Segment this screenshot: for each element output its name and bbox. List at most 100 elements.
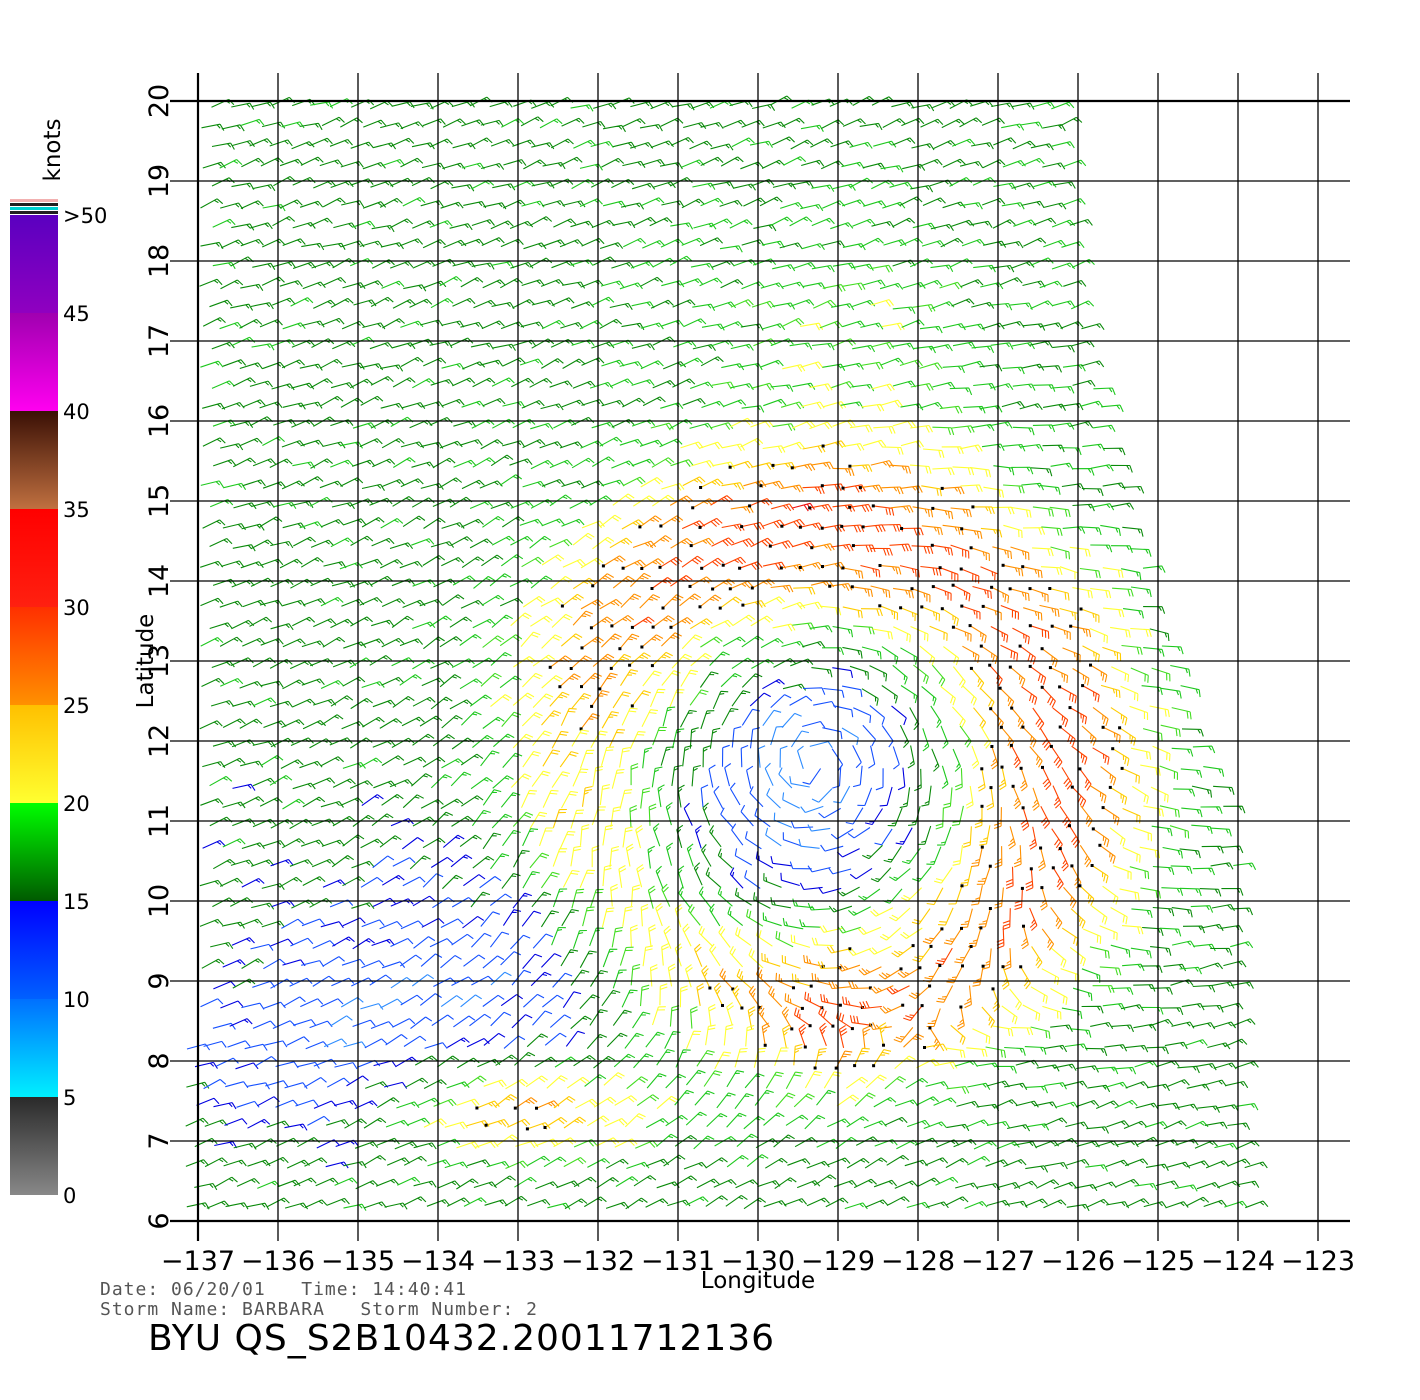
wind-barb	[602, 864, 612, 887]
wind-barb	[281, 480, 305, 490]
wind-barb	[890, 505, 914, 513]
wind-barb	[822, 440, 847, 449]
wind-barb	[946, 965, 963, 984]
y-tick-label: 19	[144, 164, 175, 198]
wind-barb	[862, 1025, 871, 1049]
wind-barb	[430, 541, 455, 548]
wind-barb	[991, 264, 1015, 273]
wind-barb	[698, 886, 712, 909]
wind-barb	[916, 1096, 939, 1106]
wind-barb	[334, 1099, 358, 1107]
wind-barb	[527, 1155, 550, 1166]
rain-flag-dot	[841, 486, 845, 490]
wind-barb	[1022, 323, 1046, 331]
wind-barb	[1002, 443, 1026, 452]
wind-barb	[591, 341, 615, 349]
wind-barb	[600, 746, 615, 766]
rain-flag-dot	[981, 964, 985, 968]
wind-barb	[1090, 464, 1114, 472]
wind-barb	[622, 476, 646, 487]
wind-barb	[209, 299, 233, 308]
wind-barb	[559, 751, 579, 768]
wind-barb	[762, 709, 782, 727]
y-axis-label: Latitude	[133, 614, 159, 709]
wind-barb	[619, 438, 643, 446]
wind-barb	[739, 561, 763, 571]
wind-barb	[601, 157, 625, 168]
date-time-line: Date: 06/20/01 Time: 14:40:41	[100, 1279, 467, 1300]
wind-barb	[980, 726, 991, 749]
rain-flag-dot	[868, 986, 872, 990]
wind-barb	[937, 907, 954, 926]
wind-barb	[872, 628, 894, 640]
wind-barb	[952, 466, 975, 476]
wind-barb	[669, 689, 685, 708]
wind-barb	[319, 159, 343, 167]
wind-barb	[341, 720, 365, 730]
x-tick-label: −131	[641, 1246, 715, 1277]
wind-barb	[483, 1079, 507, 1088]
wind-barb	[1119, 727, 1137, 746]
wind-barb	[1149, 705, 1170, 718]
wind-barb	[699, 517, 723, 528]
wind-barb	[310, 458, 333, 469]
wind-barb	[492, 343, 516, 351]
wind-barb	[532, 730, 552, 747]
wind-barb	[523, 993, 545, 1008]
wind-barb	[1072, 987, 1093, 1001]
wind-barb	[331, 855, 355, 868]
wind-barb	[260, 637, 284, 646]
wind-barb	[1085, 1047, 1108, 1056]
wind-barb	[381, 158, 406, 167]
wind-barb	[220, 279, 244, 290]
wind-barb	[811, 264, 835, 273]
wind-barb	[642, 158, 666, 166]
wind-barb	[483, 1032, 506, 1046]
wind-barb	[894, 1099, 919, 1107]
wind-barb	[1060, 968, 1080, 983]
wind-barb	[342, 876, 366, 887]
wind-barb	[780, 401, 805, 410]
wind-barb	[402, 515, 426, 528]
wind-barb	[1062, 526, 1086, 534]
wind-barb	[451, 737, 475, 750]
wind-barb	[802, 768, 822, 785]
wind-barb	[1051, 262, 1076, 270]
wind-barb	[571, 692, 592, 709]
wind-barb	[791, 973, 812, 987]
wind-barb	[302, 876, 326, 886]
wind-barb	[626, 1076, 649, 1090]
wind-barb	[361, 794, 384, 807]
wind-barb	[452, 297, 476, 307]
wind-barb	[322, 197, 346, 208]
wind-barb	[232, 818, 256, 827]
wind-barb	[610, 883, 619, 907]
wind-barb	[405, 1077, 429, 1088]
wind-barb	[1111, 502, 1135, 510]
x-tick-label: −132	[561, 1246, 635, 1277]
wind-barb	[685, 1111, 707, 1126]
wind-barb	[741, 119, 765, 128]
wind-barb	[579, 198, 603, 208]
wind-barb	[400, 121, 424, 130]
wind-barb	[1171, 707, 1192, 720]
wind-barb	[1072, 668, 1090, 686]
wind-barb	[1149, 1018, 1174, 1027]
wind-barb	[791, 299, 815, 307]
wind-barb	[892, 380, 916, 388]
wind-barb	[932, 381, 956, 389]
wind-barb	[233, 1142, 257, 1150]
rain-flag-dot	[798, 566, 802, 569]
wind-barb	[810, 461, 834, 470]
wind-barb	[553, 1137, 577, 1148]
wind-barb	[309, 137, 333, 147]
wind-barb	[251, 902, 275, 910]
wind-barb	[1059, 726, 1076, 747]
rain-flag-dot	[841, 566, 845, 570]
wind-barb	[1112, 748, 1130, 767]
wind-barb	[961, 605, 981, 620]
wind-barb	[483, 202, 507, 210]
wind-barb	[792, 420, 816, 429]
wind-barb	[731, 657, 755, 670]
wind-barb	[521, 200, 545, 208]
